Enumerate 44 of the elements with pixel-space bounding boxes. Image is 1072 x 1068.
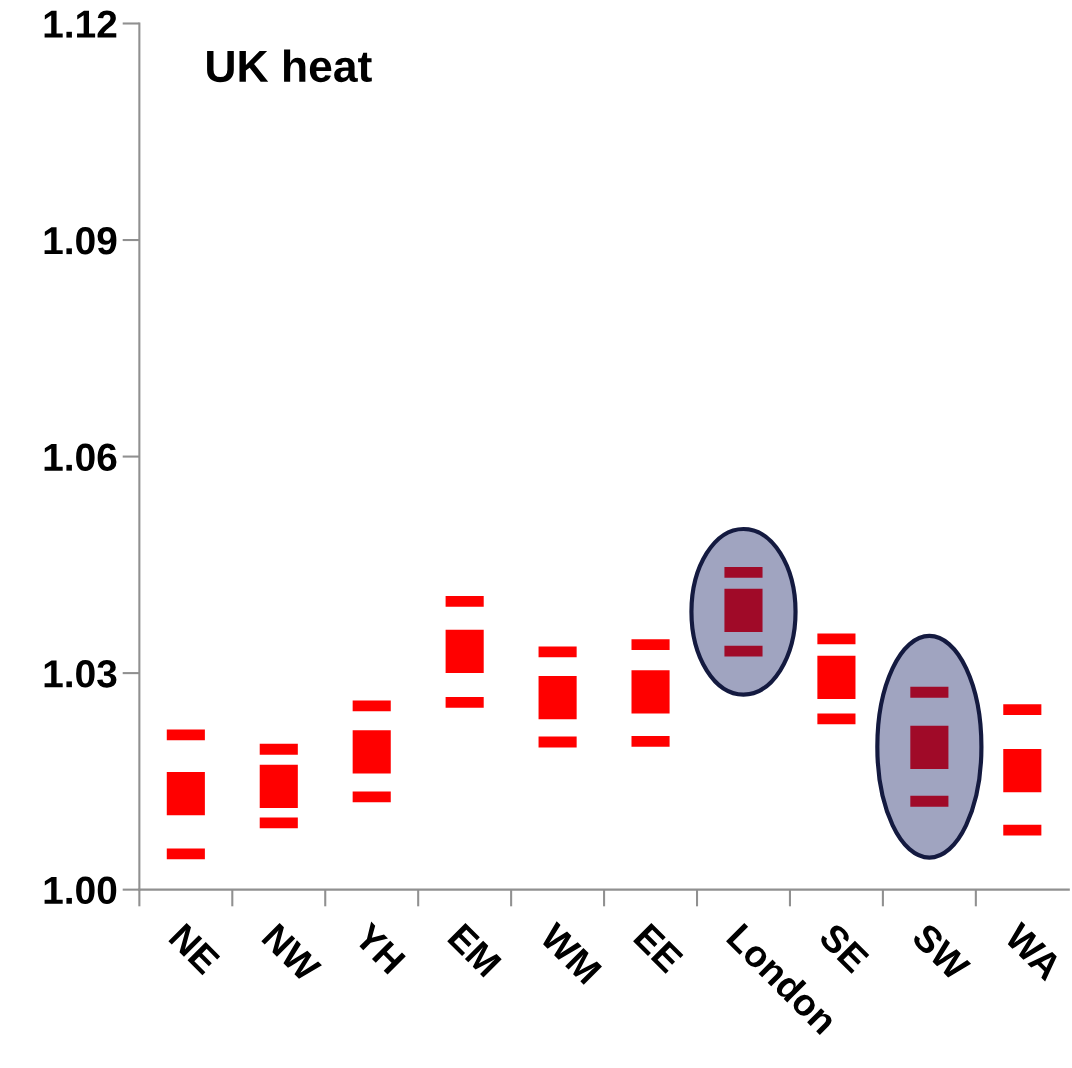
bar <box>631 735 670 747</box>
x-tick-label: SW <box>910 921 972 983</box>
bar <box>166 848 205 860</box>
bar <box>910 795 949 807</box>
chart-title: UK heat <box>207 49 372 83</box>
y-tick-label: 1.06 <box>44 443 117 472</box>
bar <box>724 645 763 657</box>
bar <box>1003 748 1042 793</box>
bar <box>724 588 763 632</box>
bar <box>352 730 391 774</box>
bar <box>259 743 298 755</box>
x-tick-label: EE <box>633 922 684 974</box>
y-tick-label: 1.03 <box>44 660 117 688</box>
bar <box>817 655 856 700</box>
bar <box>166 729 205 741</box>
x-tick-label: WM <box>538 921 602 985</box>
x-tick-label: WA <box>1003 921 1064 982</box>
bar <box>910 686 949 698</box>
x-tick-label: NE <box>168 922 221 976</box>
bar <box>538 736 577 748</box>
bar <box>166 771 205 816</box>
y-tick-label: 1.09 <box>44 226 117 255</box>
bar <box>259 817 298 829</box>
bar <box>352 700 391 712</box>
bar <box>259 764 298 809</box>
bar <box>445 595 484 607</box>
bar <box>724 567 763 578</box>
bar <box>352 791 391 803</box>
bar <box>910 725 949 770</box>
bar <box>538 675 577 720</box>
bar <box>1003 704 1042 715</box>
bar <box>538 646 577 658</box>
x-tick-label: YH <box>352 921 406 975</box>
bar <box>817 713 856 725</box>
y-tick-label: 1.12 <box>44 10 117 38</box>
bar <box>817 633 856 645</box>
x-tick-label: EM <box>447 922 502 978</box>
x-tick-label: NW <box>261 922 322 984</box>
bar <box>631 670 670 714</box>
bar <box>631 639 670 651</box>
y-tick-label: 1.00 <box>44 876 117 905</box>
bar <box>445 696 484 708</box>
bar <box>445 629 484 674</box>
bar <box>1003 824 1042 836</box>
